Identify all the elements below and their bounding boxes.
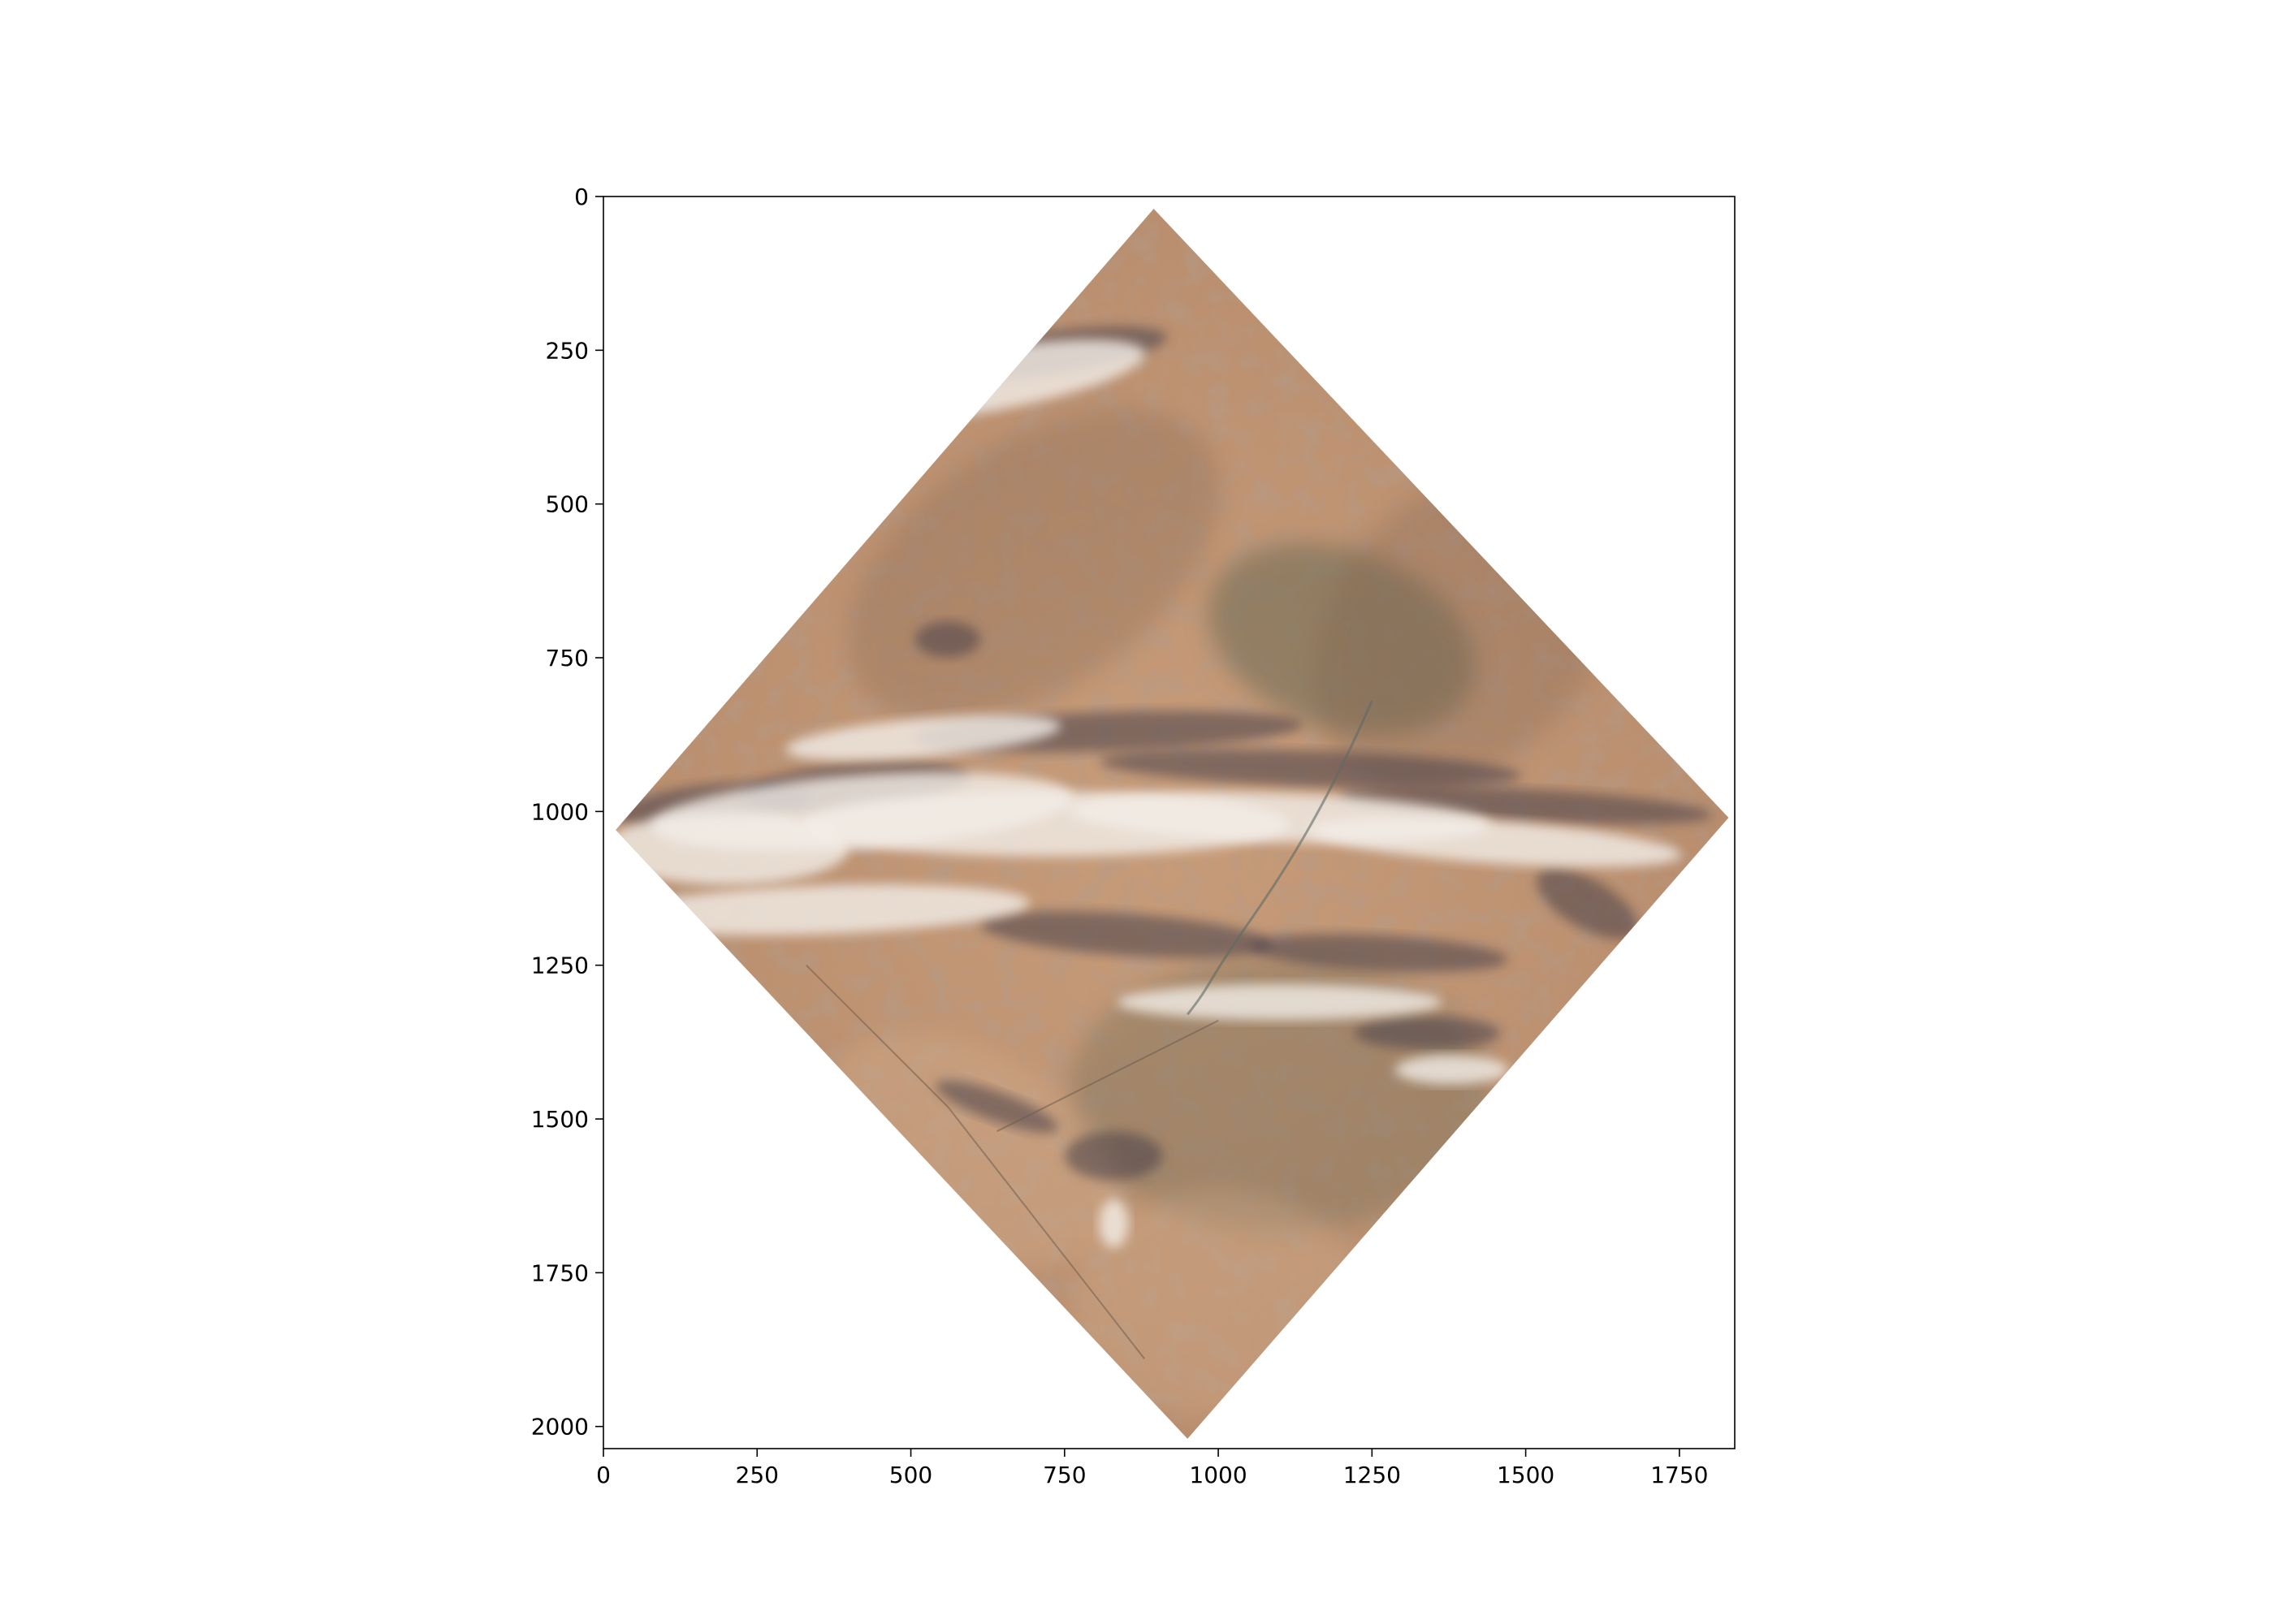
y-tick-label: 750 bbox=[546, 645, 589, 672]
cloud-shadow bbox=[936, 1080, 1058, 1134]
y-tick-label: 1000 bbox=[531, 798, 589, 825]
y-axis: 0 250 500 750 1000 1250 1500 1750 2000 bbox=[531, 184, 603, 1440]
road bbox=[806, 965, 1219, 1360]
y-tick-label: 0 bbox=[574, 184, 589, 210]
cloud bbox=[1099, 1199, 1129, 1248]
cloud-shadow bbox=[1536, 868, 1638, 939]
y-tick-label: 500 bbox=[546, 491, 589, 518]
cloud-shadow bbox=[1065, 1131, 1163, 1181]
y-tick-label: 2000 bbox=[531, 1414, 589, 1440]
cloud-shadow bbox=[1338, 786, 1713, 825]
cloud-shadow bbox=[1354, 1017, 1501, 1050]
cloud-shadow bbox=[914, 621, 980, 658]
cloud-shadow bbox=[979, 911, 1273, 958]
x-tick-label: 1000 bbox=[1189, 1462, 1247, 1488]
cloud bbox=[785, 715, 1061, 761]
cloud bbox=[1308, 817, 1682, 867]
cloud-shadow bbox=[1248, 934, 1508, 973]
x-tick-label: 1500 bbox=[1497, 1462, 1554, 1488]
x-tick-label: 0 bbox=[596, 1462, 611, 1488]
axes-frame bbox=[603, 196, 1736, 1449]
x-tick-label: 750 bbox=[1043, 1462, 1086, 1488]
cloud bbox=[1394, 1055, 1509, 1085]
satellite-image bbox=[616, 209, 1729, 1439]
x-tick-label: 1250 bbox=[1343, 1462, 1401, 1488]
axes: 0 250 500 750 1000 1250 1500 1750 0 250 500 750 100… bbox=[531, 184, 1736, 1488]
river bbox=[1187, 700, 1373, 1016]
y-tick-label: 1750 bbox=[531, 1259, 589, 1286]
x-tick-label: 1750 bbox=[1650, 1462, 1708, 1488]
x-axis: 0 250 500 750 1000 1250 1500 1750 bbox=[596, 1449, 1708, 1488]
y-tick-label: 1250 bbox=[531, 952, 589, 979]
cloud bbox=[1117, 984, 1442, 1021]
x-tick-label: 250 bbox=[736, 1462, 779, 1488]
cloud bbox=[616, 884, 1030, 935]
x-tick-label: 500 bbox=[889, 1462, 932, 1488]
y-tick-label: 250 bbox=[546, 337, 589, 364]
cloud-shadow bbox=[1099, 749, 1522, 788]
y-tick-label: 1500 bbox=[531, 1106, 589, 1133]
cloud bbox=[616, 811, 849, 885]
